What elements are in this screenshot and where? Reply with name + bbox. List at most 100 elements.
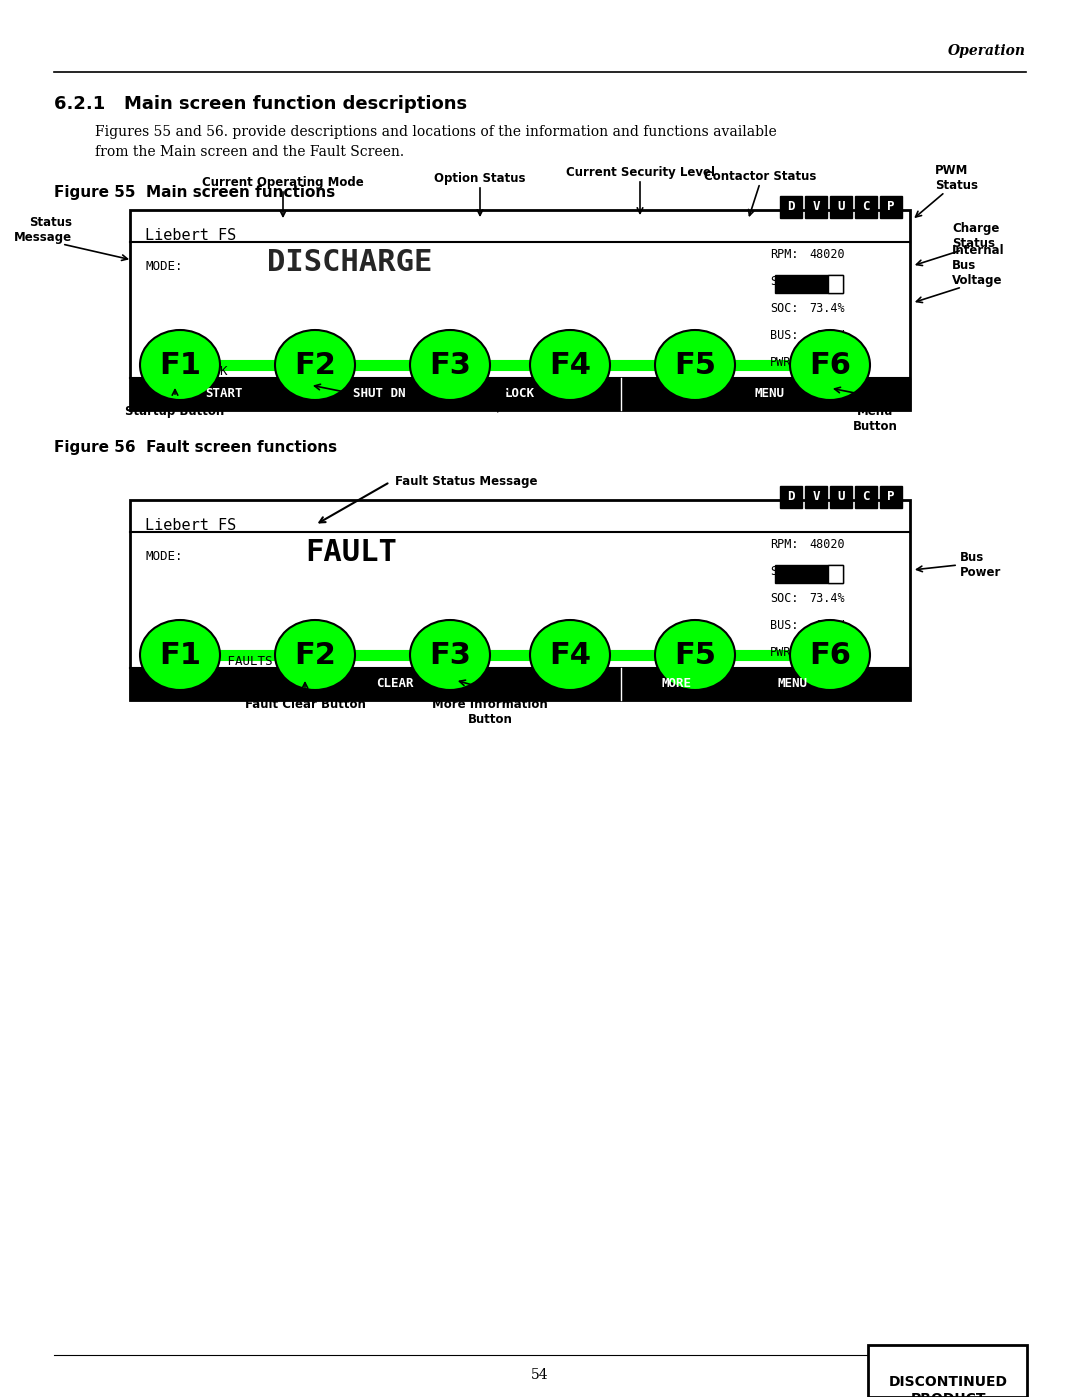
Text: Status
Message: Status Message <box>14 217 72 244</box>
Text: C: C <box>862 490 869 503</box>
Text: SOC:: SOC: <box>770 592 798 605</box>
Bar <box>855 196 877 218</box>
Text: Internal
Bus
Voltage: Internal Bus Voltage <box>951 244 1004 286</box>
Text: SHUT DN: SHUT DN <box>353 387 406 400</box>
Bar <box>880 196 902 218</box>
Text: DISCONTINUED
PRODUCT: DISCONTINUED PRODUCT <box>889 1375 1008 1397</box>
Ellipse shape <box>275 330 355 400</box>
Text: F2: F2 <box>294 351 336 380</box>
Ellipse shape <box>654 620 735 690</box>
Ellipse shape <box>140 330 220 400</box>
Text: F3: F3 <box>429 351 471 380</box>
Text: Fault Status Message: Fault Status Message <box>395 475 538 488</box>
Bar <box>828 275 843 293</box>
Bar <box>130 379 910 409</box>
Text: 48020: 48020 <box>809 249 845 261</box>
Text: SOC:: SOC: <box>770 564 798 578</box>
Text: F5: F5 <box>674 640 716 669</box>
Bar <box>130 668 910 700</box>
Ellipse shape <box>789 620 870 690</box>
Text: MENU: MENU <box>755 387 784 400</box>
Text: STATUS:  OK: STATUS: OK <box>145 365 228 379</box>
Text: MENU: MENU <box>778 678 808 690</box>
Text: Liebert FS: Liebert FS <box>145 228 237 243</box>
Text: STATUS:  2 FAULTS: STATUS: 2 FAULTS <box>145 655 272 668</box>
Text: PWR:: PWR: <box>770 356 798 369</box>
Text: 54: 54 <box>531 1368 549 1382</box>
Text: 6.2.1   Main screen function descriptions: 6.2.1 Main screen function descriptions <box>54 95 468 113</box>
Text: F6: F6 <box>809 351 851 380</box>
Text: Liebert FS: Liebert FS <box>145 518 237 534</box>
Ellipse shape <box>530 620 610 690</box>
Bar <box>130 210 910 409</box>
Text: P: P <box>888 490 894 503</box>
Text: D: D <box>787 201 795 214</box>
Text: U: U <box>837 201 845 214</box>
Text: Bus
Power: Bus Power <box>960 550 1001 578</box>
Text: Figure 56  Fault screen functions: Figure 56 Fault screen functions <box>54 440 337 455</box>
Ellipse shape <box>530 330 610 400</box>
Text: Current Operating Mode: Current Operating Mode <box>202 176 364 189</box>
Text: F2: F2 <box>294 640 336 669</box>
Text: PWM
Status: PWM Status <box>935 163 978 191</box>
Text: C: C <box>862 201 869 214</box>
FancyBboxPatch shape <box>868 1345 1027 1397</box>
Text: F4: F4 <box>549 640 591 669</box>
Bar <box>780 196 802 218</box>
Bar <box>831 196 852 218</box>
Bar <box>880 486 902 509</box>
Text: SOC:: SOC: <box>770 275 798 288</box>
Text: Fault Clear Button: Fault Clear Button <box>244 698 365 711</box>
Ellipse shape <box>654 330 735 400</box>
Text: RPM:: RPM: <box>770 249 798 261</box>
Text: F5: F5 <box>674 351 716 380</box>
Text: BUS:: BUS: <box>770 619 798 631</box>
Bar <box>855 486 877 509</box>
Ellipse shape <box>275 620 355 690</box>
Text: V: V <box>812 490 820 503</box>
Text: MODE:: MODE: <box>145 550 183 563</box>
Bar <box>775 564 843 583</box>
Text: Contactor Status: Contactor Status <box>704 170 816 183</box>
Ellipse shape <box>410 330 490 400</box>
Text: Startup Button: Startup Button <box>125 405 225 418</box>
Text: FAULT: FAULT <box>305 538 396 567</box>
Bar <box>831 486 852 509</box>
Text: Menu
Button: Menu Button <box>852 405 897 433</box>
Ellipse shape <box>140 620 220 690</box>
Ellipse shape <box>789 330 870 400</box>
Text: More Information
Button: More Information Button <box>432 698 548 726</box>
Text: Figures 55 and 56. provide descriptions and locations of the information and fun: Figures 55 and 56. provide descriptions … <box>95 124 777 158</box>
Text: Current Security Level: Current Security Level <box>566 166 715 179</box>
Text: F3: F3 <box>429 640 471 669</box>
Text: P: P <box>888 201 894 214</box>
Text: 48020: 48020 <box>809 538 845 550</box>
Text: Figure 55  Main screen functions: Figure 55 Main screen functions <box>54 184 335 200</box>
Bar <box>805 196 827 218</box>
Text: START: START <box>205 387 242 400</box>
Bar <box>775 275 843 293</box>
Ellipse shape <box>410 620 490 690</box>
Text: Panel Lock/Unlock Button: Panel Lock/Unlock Button <box>426 400 594 414</box>
Text: PWR:: PWR: <box>770 645 798 659</box>
Text: 545V: 545V <box>816 330 845 342</box>
Text: Shutdown Button: Shutdown Button <box>287 400 403 414</box>
Bar <box>805 486 827 509</box>
Text: Option Status: Option Status <box>434 172 526 184</box>
Text: CLEAR: CLEAR <box>377 678 414 690</box>
Text: V: V <box>812 201 820 214</box>
Bar <box>828 564 843 583</box>
Text: 73.4%: 73.4% <box>809 302 845 314</box>
Text: BUS:: BUS: <box>770 330 798 342</box>
Text: F6: F6 <box>809 640 851 669</box>
Text: DISCHARGE: DISCHARGE <box>268 249 433 277</box>
Text: F4: F4 <box>549 351 591 380</box>
Text: MODE:: MODE: <box>145 260 183 272</box>
Text: LOCK: LOCK <box>505 387 535 400</box>
Text: Operation: Operation <box>948 43 1026 59</box>
Bar <box>780 486 802 509</box>
Text: 12.3kW: 12.3kW <box>802 645 845 659</box>
Text: F1: F1 <box>159 640 201 669</box>
Text: 545V: 545V <box>816 619 845 631</box>
Text: 73.4%: 73.4% <box>809 592 845 605</box>
